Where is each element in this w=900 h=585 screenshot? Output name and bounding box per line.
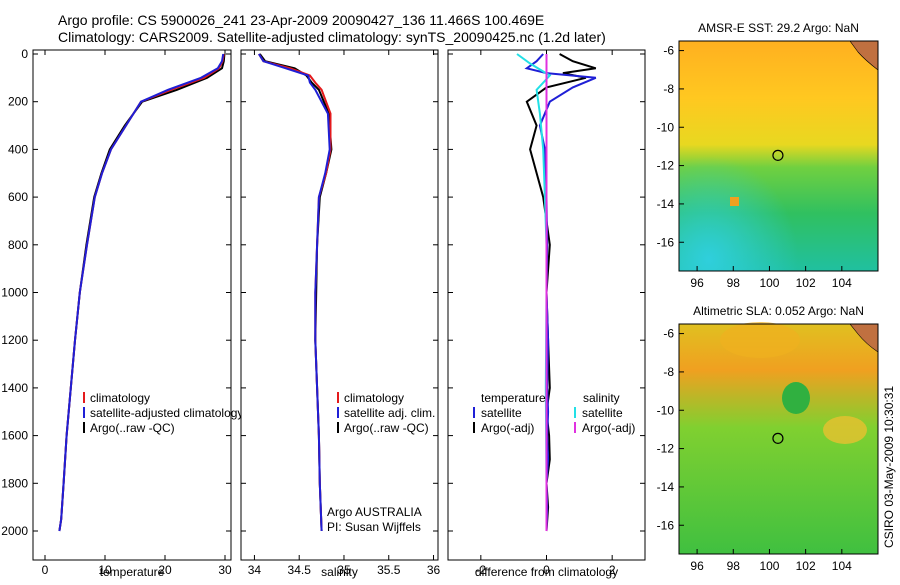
legend-label: Argo(-adj) [481,421,534,435]
map-y-tick-label: -6 [663,44,674,58]
map-y-tick-label: -12 [657,442,675,456]
argo-position-marker [772,432,784,444]
y-tick-label: 1600 [1,429,28,443]
temperature-panel: 0 10 20 30 0 200 400 600 800 1000 1200 1400 1600 1800… [1,47,243,579]
x-axis-label: difference from climatology [475,565,618,579]
figure-title-line-1: Argo profile: CS 5900026_241 23-Apr-2009… [58,12,544,28]
x-tick-label: 36 [427,563,441,577]
figure-title-line-2: Climatology: CARS2009. Satellite-adjuste… [58,29,606,45]
legend-label: satellite adj. clim. [344,406,435,420]
map-x-tick-label: 98 [727,559,741,573]
y-tick-label: 400 [8,142,28,156]
series-group [258,53,333,532]
legend-label: Argo(..raw -QC) [344,421,429,435]
argo-position-marker [772,149,784,161]
series-line-satellite [58,53,225,532]
x-tick-label: 34.5 [288,563,312,577]
plot-frame [240,49,439,561]
sla-high-north [720,322,800,358]
map-y-tick-label: -10 [657,120,675,134]
x-tick-label: 10 [98,563,112,577]
map-x-tick-label: 102 [796,559,816,573]
series-group [58,53,226,532]
map-y-tick-label: -10 [657,403,675,417]
map-y-tick-label: -8 [663,365,674,379]
sla-eddy [782,382,810,414]
x-tick-label: 30 [218,563,232,577]
argo-annotation: Argo AUSTRALIA [327,505,422,519]
plot-frame [32,49,232,561]
salinity-panel: 34 34.5 35 35.5 36 salinity climatologysatelli… [240,49,441,579]
map-x-tick-label: 102 [796,276,816,290]
map-x-tick-label: 104 [832,276,852,290]
legend-label: climatology [90,391,150,405]
x-axis-label: salinity [321,565,358,579]
x-tick-label: 35 [337,563,351,577]
series-line-satellite [258,53,331,532]
y-tick-label: 800 [8,238,28,252]
legend-label: satellite [582,406,623,420]
x-axis-label: temperature [100,565,165,579]
x-tick-label: 0 [42,563,49,577]
map-x-tick-label: 104 [832,559,852,573]
series-group [516,53,597,532]
legend-label: Argo(..raw -QC) [90,421,175,435]
y-tick-label: 600 [8,190,28,204]
x-tick-label: 0 [543,563,550,577]
x-tick-label: 2 [609,563,616,577]
legend-label: satellite [481,406,522,420]
map-frame [678,323,879,555]
y-tick-label: 1400 [1,381,28,395]
map-y-tick-label: -6 [663,327,674,341]
map-title: Altimetric SLA: 0.052 Argo: NaN [693,304,864,318]
y-tick-label: 1000 [1,286,28,300]
x-tick-label: 35.5 [377,563,401,577]
argo-annotation: PI: Susan Wijffels [327,520,421,534]
timestamp-side-label: CSIRO 03-May-2009 10:30:31 [882,386,896,548]
sst-cool-patch [679,41,878,271]
sst-warm-pixel [730,197,739,206]
x-tick-label: -2 [475,563,486,577]
y-tick-label: 1800 [1,476,28,490]
map-y-tick-label: -16 [657,518,675,532]
map-frame [678,40,879,272]
legend-label: satellite-adjusted climatology [90,406,243,420]
y-tick-label: 200 [8,95,28,109]
map-title: AMSR-E SST: 29.2 Argo: NaN [698,21,859,35]
map-x-tick-label: 100 [759,559,779,573]
map-y-tick-label: -12 [657,159,675,173]
legend-label: climatology [344,391,404,405]
legend-label: Argo(-adj) [582,421,635,435]
map-y-tick-label: -8 [663,82,674,96]
map-x-tick-label: 96 [690,276,704,290]
legend-title: temperature [481,391,546,405]
sla-map-panel: Altimetric SLA: 0.052 Argo: NaN 96 98 100 10… [657,304,879,573]
y-tick-label: 0 [21,47,28,61]
map-y-tick-label: -16 [657,235,675,249]
sst-map-panel: AMSR-E SST: 29.2 Argo: NaN 96 98 100 102 104 -… [657,21,879,290]
x-tick-label: 34 [248,563,262,577]
map-x-tick-label: 100 [759,276,779,290]
map-x-tick-label: 96 [690,559,704,573]
map-x-tick-label: 98 [727,276,741,290]
legend-title: salinity [583,391,620,405]
y-tick-label: 2000 [1,524,28,538]
map-y-tick-label: -14 [657,197,675,211]
y-tick-label: 1200 [1,333,28,347]
x-tick-label: 20 [158,563,172,577]
map-y-tick-label: -14 [657,480,675,494]
sla-high [823,416,867,444]
